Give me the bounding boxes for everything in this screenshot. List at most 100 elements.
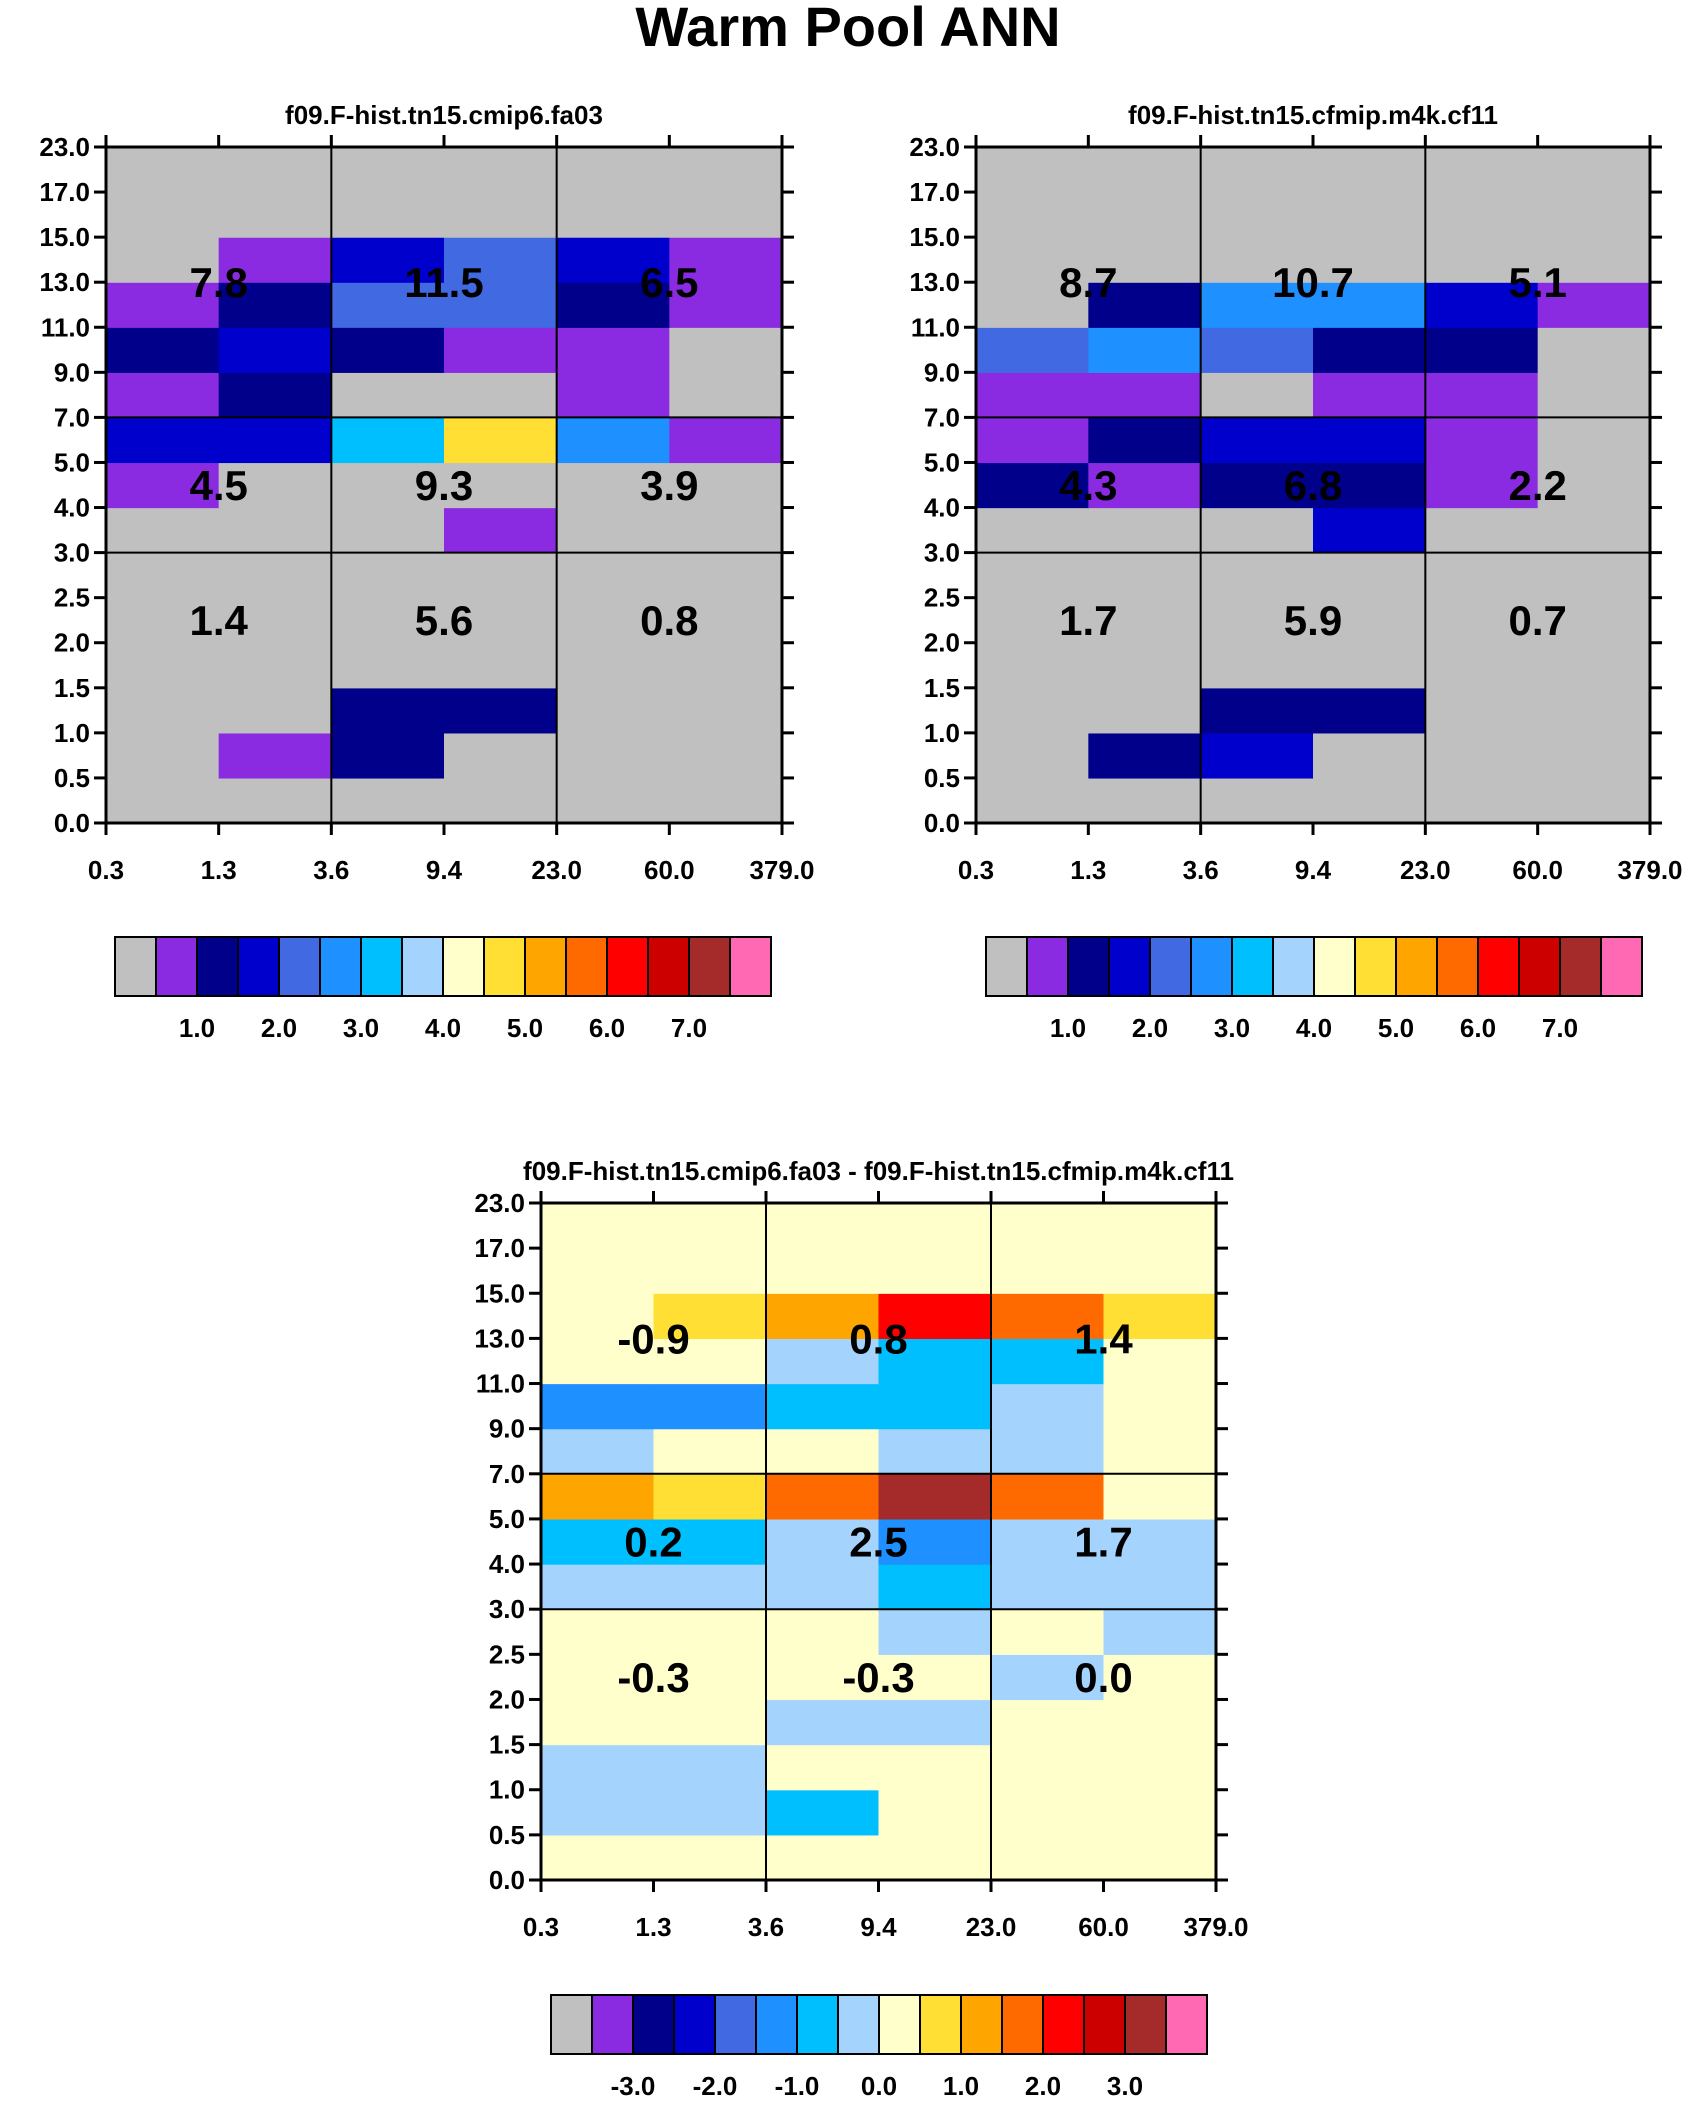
- colorbar-swatch: [278, 936, 321, 997]
- heatmap-cell: [878, 1248, 992, 1294]
- heatmap-cell: [218, 237, 332, 283]
- x-tick-label: 23.0: [1400, 855, 1451, 885]
- heatmap-cell: [444, 282, 558, 328]
- heatmap-cell: [1200, 687, 1314, 734]
- x-tick-label: 0.3: [958, 855, 994, 885]
- heatmap-cell: [991, 1383, 1105, 1430]
- heatmap-cell: [331, 687, 445, 734]
- heatmap-cell: [556, 282, 670, 328]
- heatmap-cell: [1425, 327, 1539, 373]
- heatmap-cell: [766, 1609, 880, 1655]
- heatmap-cell: [669, 777, 783, 824]
- y-tick-label: 0.5: [489, 1820, 525, 1850]
- heatmap-cell: [878, 1203, 992, 1249]
- heatmap-cell: [218, 327, 332, 373]
- colorbar-swatch: [1518, 936, 1561, 997]
- heatmap-cell: [541, 1518, 655, 1565]
- heatmap-cell: [1313, 462, 1426, 509]
- y-tick-label: 9.0: [489, 1414, 525, 1444]
- heatmap-cell: [766, 1383, 880, 1430]
- y-tick-label: 15.0: [909, 222, 960, 252]
- heatmap-cell: [653, 1789, 767, 1836]
- heatmap-cell: [766, 1203, 880, 1249]
- heatmap-cell: [653, 1564, 767, 1610]
- heatmap-cell: [106, 507, 220, 554]
- y-tick-label: 23.0: [474, 1188, 525, 1218]
- heatmap-cell: [991, 1609, 1105, 1655]
- colorbar-swatch: [1124, 1994, 1167, 2055]
- heatmap-cell: [1537, 327, 1651, 373]
- box-total-label: 6.5: [640, 259, 698, 306]
- heatmap-cell: [1088, 417, 1202, 464]
- heatmap-cell: [1537, 147, 1651, 193]
- heatmap-cell: [1313, 642, 1426, 689]
- heatmap-cell: [653, 1203, 767, 1249]
- heatmap-cell: [1425, 642, 1539, 689]
- colorbar-swatch: [442, 936, 485, 997]
- heatmap-cell: [653, 1428, 767, 1475]
- heatmap-cell: [1103, 1383, 1217, 1430]
- heatmap-cell: [1103, 1518, 1217, 1565]
- heatmap-cell: [653, 1609, 767, 1655]
- heatmap-cell: [444, 597, 558, 644]
- heatmap-cell: [1088, 372, 1202, 418]
- heatmap-cell: [1537, 552, 1651, 599]
- panel-title: f09.F-hist.tn15.cfmip.m4k.cf11: [1128, 100, 1498, 130]
- heatmap-cell: [1537, 642, 1651, 689]
- y-tick-label: 13.0: [909, 267, 960, 297]
- x-tick-label: 9.4: [426, 855, 463, 885]
- heatmap-cell: [1313, 597, 1426, 644]
- heatmap-cell: [1103, 1248, 1217, 1294]
- x-tick-label: 60.0: [644, 855, 695, 885]
- heatmap-cell: [1088, 462, 1202, 509]
- colorbar-swatch: [1600, 936, 1643, 997]
- heatmap-cell: [766, 1338, 880, 1385]
- heatmap-cell: [669, 327, 783, 373]
- heatmap-cell: [976, 282, 1089, 328]
- heatmap-cell: [669, 597, 783, 644]
- heatmap-cell: [1313, 327, 1426, 373]
- heatmap-cell: [669, 417, 783, 464]
- heatmap-cell: [106, 552, 220, 599]
- heatmap-cell: [1103, 1428, 1217, 1475]
- colorbar-swatch: [1149, 936, 1192, 997]
- heatmap-cell: [1537, 417, 1651, 464]
- heatmap-cell: [331, 327, 445, 373]
- heatmap-cell: [556, 507, 670, 554]
- heatmap-cell: [218, 462, 332, 509]
- x-tick-label: 379.0: [1617, 855, 1682, 885]
- colorbar-swatch: [606, 936, 649, 997]
- colorbar-swatch: [1026, 936, 1069, 997]
- heatmap-cell: [541, 1834, 655, 1881]
- heatmap-cell: [444, 462, 558, 509]
- heatmap-cell: [653, 1293, 767, 1339]
- heatmap-cell: [1425, 507, 1539, 554]
- heatmap-cell: [976, 327, 1089, 373]
- colorbar: 1.0 2.0 3.0 4.0 5.0 6.0 7.0: [985, 936, 1643, 1043]
- y-tick-label: 1.0: [489, 1775, 525, 1805]
- heatmap-cell: [1088, 282, 1202, 328]
- heatmap-cell: [1425, 417, 1539, 464]
- heatmap-cell: [1537, 462, 1651, 509]
- y-tick-label: 2.5: [54, 583, 90, 613]
- heatmap-cell: [331, 417, 445, 464]
- heatmap-cell: [1537, 507, 1651, 554]
- heatmap-cell: [1200, 237, 1314, 283]
- y-tick-label: 7.0: [924, 402, 960, 432]
- heatmap-cell: [1088, 552, 1202, 599]
- heatmap-cell: [1088, 192, 1202, 238]
- heatmap-cell: [766, 1654, 880, 1701]
- colorbar-swatch: [1001, 1994, 1044, 2055]
- heatmap-cell: [669, 687, 783, 734]
- heatmap-cell: [669, 282, 783, 328]
- heatmap-cell: [1425, 147, 1539, 193]
- panel-title: f09.F-hist.tn15.cmip6.fa03 - f09.F-hist.…: [523, 1156, 1234, 1186]
- colorbar-label: 1.0: [943, 2071, 979, 2101]
- heatmap-cell: [331, 192, 445, 238]
- box-total-label: -0.3: [617, 1654, 689, 1701]
- heatmap-cell: [991, 1699, 1105, 1746]
- heatmap-cell: [444, 777, 558, 824]
- heatmap-cell: [991, 1338, 1105, 1385]
- box-total-label: 2.5: [849, 1519, 907, 1566]
- box-total-label: 6.8: [1284, 462, 1342, 509]
